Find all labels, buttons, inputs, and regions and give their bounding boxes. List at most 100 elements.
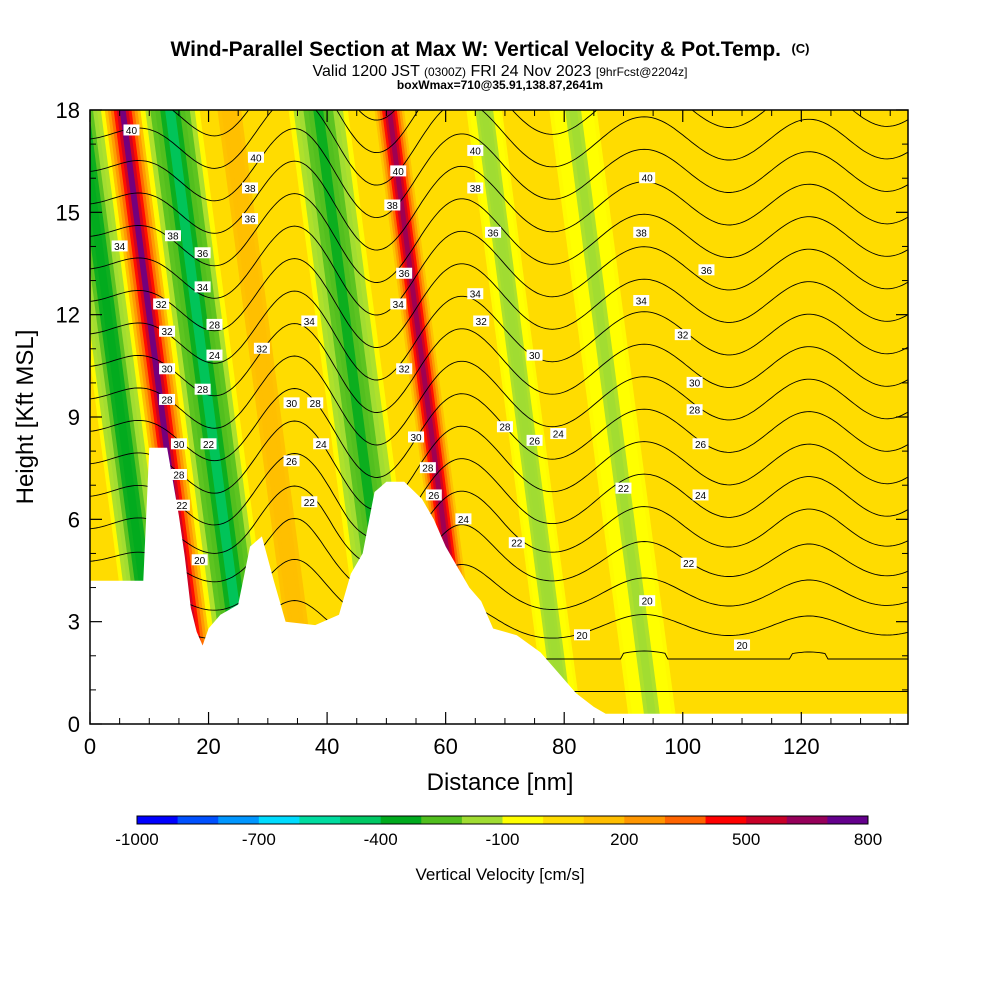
colorbar-swatch (705, 816, 747, 824)
isentrope-line (90, 110, 908, 186)
contour-label: 26 (428, 491, 440, 502)
contour-label-box (191, 554, 208, 566)
isentrope-line (171, 110, 908, 154)
contour-label-box (633, 295, 650, 307)
contour-label: 30 (529, 351, 541, 362)
colorbar-swatch (340, 816, 382, 824)
isentrope-line (90, 160, 908, 251)
contour-label: 36 (488, 228, 500, 239)
colorbar-swatch (543, 816, 585, 824)
contour-label-box (467, 182, 484, 194)
contour-label-box (692, 438, 709, 450)
colorbar-swatch (421, 816, 463, 824)
contour-label-box (396, 363, 413, 375)
isentrope-line (90, 453, 908, 539)
contour-label: 28 (209, 320, 221, 331)
contour-label-box (283, 397, 300, 409)
colorbar-swatch (461, 816, 503, 824)
contour-label: 32 (677, 331, 689, 342)
contour-label: 28 (422, 464, 434, 475)
isentrope-line (90, 388, 908, 478)
chart-title: Wind-Parallel Section at Max W: Vertical… (170, 38, 809, 61)
colorbar-tick-label: 200 (610, 830, 638, 849)
velocity-band (165, 110, 255, 724)
contour-label: 40 (393, 167, 405, 178)
contour-label: 38 (470, 184, 482, 195)
colorbar-swatch (258, 816, 300, 824)
contour-label: 20 (576, 631, 588, 642)
contour-label-box (639, 595, 656, 607)
contour-label-box (159, 325, 176, 337)
colorbar-swatch (583, 816, 625, 824)
contour-label-box (686, 376, 703, 388)
contour-label-box (111, 240, 128, 252)
colorbar-frame (136, 815, 869, 825)
contour-label: 26 (695, 440, 707, 451)
colorbar-swatch (624, 816, 666, 824)
contour-label: 36 (399, 269, 411, 280)
contour-label-box (698, 264, 715, 276)
contour-label: 32 (161, 327, 173, 338)
contour-label: 36 (244, 215, 256, 226)
contour-label: 22 (618, 484, 630, 495)
colorbar-swatch (786, 816, 828, 824)
contour-label: 24 (553, 430, 565, 441)
contour-label: 34 (197, 283, 209, 294)
contour-label: 30 (161, 365, 173, 376)
contour-label-box (194, 247, 211, 259)
contour-label: 40 (642, 174, 654, 185)
velocity-band (654, 110, 750, 724)
contour-label-box (526, 434, 543, 446)
x-tick-label: 100 (664, 734, 701, 759)
contour-label: 26 (529, 436, 541, 447)
contour-label: 24 (209, 351, 221, 362)
contour-label-box (307, 397, 324, 409)
colorbar-tick-label: -100 (485, 830, 519, 849)
chart-info-line: boxWmax=710@35.91,138.87,2641m (397, 78, 603, 92)
contour-label-box (496, 421, 513, 433)
contour-label-box (485, 226, 502, 238)
isentrope-line (90, 128, 908, 219)
isentrope-line (90, 420, 908, 511)
x-tick-label: 60 (433, 734, 457, 759)
contour-label-box (194, 383, 211, 395)
contour-label: 28 (173, 470, 185, 481)
y-tick-label: 18 (56, 98, 80, 123)
x-tick-label: 40 (315, 734, 339, 759)
contour-label-box (419, 462, 436, 474)
contour-label-box (615, 482, 632, 494)
contour-label-box (283, 455, 300, 467)
x-tick-label: 80 (552, 734, 576, 759)
contour-label-box (390, 298, 407, 310)
colorbar-swatch (177, 816, 219, 824)
isentrope-line (90, 355, 908, 446)
contour-label: 40 (126, 126, 138, 137)
contour-label: 38 (387, 201, 399, 212)
contour-label-box (200, 438, 217, 450)
isentrope-line (90, 258, 908, 348)
contour-label: 32 (256, 344, 268, 355)
contour-label: 30 (689, 378, 701, 389)
contour-label: 34 (114, 242, 126, 253)
contour-label-box (633, 226, 650, 238)
contour-label: 32 (476, 317, 488, 328)
isentrope-line (90, 225, 908, 316)
x-tick-label: 0 (84, 734, 96, 759)
contour-label-box (384, 199, 401, 211)
y-tick-label: 3 (68, 610, 80, 635)
contour-label: 38 (636, 228, 648, 239)
chart-subtitle: Valid 1200 JST (0300Z) FRI 24 Nov 2023 [… (313, 63, 688, 80)
x-axis-label: Distance [nm] (427, 769, 574, 796)
contour-label: 20 (736, 641, 748, 652)
contour-label: 34 (304, 317, 316, 328)
contour-label: 40 (470, 146, 482, 157)
isentrope-line (90, 518, 908, 592)
contour-label: 32 (399, 365, 411, 376)
contour-label: 22 (304, 498, 316, 509)
contour-label-box (170, 438, 187, 450)
contour-label: 28 (689, 406, 701, 417)
y-axis-label: Height [Kft MSL] (12, 330, 39, 505)
colorbar: -1000 -700 -400 -100 200 500 800 (115, 815, 882, 849)
contour-label-box (301, 315, 318, 327)
